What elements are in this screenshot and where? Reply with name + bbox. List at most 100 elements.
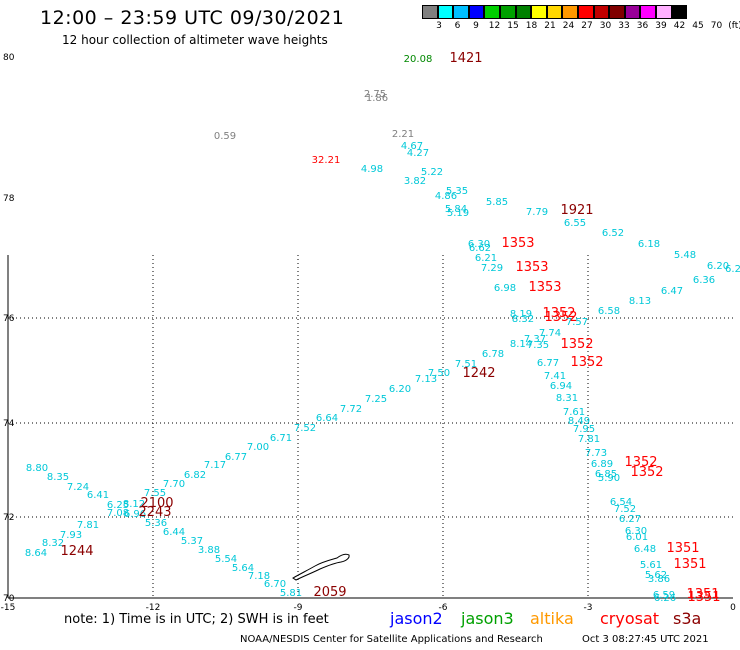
scale-swatch (640, 5, 656, 19)
scale-swatch (515, 5, 532, 19)
scale-swatch (437, 5, 454, 19)
observation-label: 6.18 (638, 239, 660, 250)
observation-label: 7.81 (77, 520, 99, 531)
observation-label: 7.37 (524, 334, 546, 345)
observation-label: 4.27 (407, 148, 429, 159)
observation-label: 1352 (544, 310, 577, 325)
observation-label: 6.52 (602, 228, 624, 239)
scale-swatch (468, 5, 485, 19)
observation-label: 5.54 (215, 554, 237, 565)
observation-label: 6.98 (494, 283, 516, 294)
observation-label: 7.17 (204, 460, 226, 471)
observation-label: 5.90 (598, 473, 620, 484)
observation-label: 6.55 (564, 218, 586, 229)
observation-label: 7.72 (340, 404, 362, 415)
wave-observations: 20.08 1421 2.751.86 0.59 2.214.674.27 32.21 4.… (25, 51, 740, 605)
observation-label: 1353 (501, 236, 534, 251)
observation-label: 7.00 (247, 442, 269, 453)
scale-swatch (546, 5, 563, 19)
scale-label: 70 (710, 21, 723, 31)
scale-swatch (531, 5, 547, 19)
observation-label: 7.13 (415, 374, 437, 385)
observation-label: 6.89 (591, 459, 613, 470)
observation-label: 7.08 (107, 508, 129, 519)
observation-label: 1351 (666, 541, 699, 556)
observation-label: 6.96 (124, 509, 146, 520)
observation-label: 0.59 (214, 131, 236, 142)
observation-label: 7.81 (578, 434, 600, 445)
observation-label: 7.29 (481, 263, 503, 274)
scale-swatch (453, 5, 469, 19)
lon-label: -6 (439, 603, 448, 613)
scale-swatch (577, 5, 594, 19)
scale-label: 9 (473, 21, 479, 31)
observation-label: 7.25 (365, 394, 387, 405)
observation-label: 5.37 (181, 536, 203, 547)
scale-label: 3 (436, 21, 442, 31)
observation-label: 6.71 (270, 433, 292, 444)
scale-swatch (609, 5, 625, 19)
scale-label: 45 (692, 21, 704, 31)
observation-label: 6.77 (537, 358, 559, 369)
observation-label: 8.64 (25, 548, 47, 559)
observation-label: 8.31 (556, 393, 578, 404)
observation-label: 6.59 (653, 590, 675, 601)
observation-label: 6.2 (725, 264, 740, 275)
observation-label: 6.20 (707, 261, 729, 272)
observation-label: 1352 (570, 355, 603, 370)
scale-swatch (484, 5, 500, 19)
lat-label: 74 (3, 419, 15, 429)
observation-label: 2100 (140, 496, 173, 511)
observation-label: 3.88 (198, 545, 220, 556)
legend-jason2: jason2 (390, 609, 443, 628)
observation-label: 2.21 (392, 129, 414, 140)
scale-swatch (593, 5, 610, 19)
scale-label: 36 (636, 21, 649, 31)
observation-label: 8.35 (47, 472, 69, 483)
observation-label: 5.35 (446, 186, 468, 197)
observation-label: 20.08 (404, 54, 433, 65)
observation-label: 3.86 (648, 574, 670, 585)
scale-label: 27 (581, 21, 593, 31)
observation-label: 6.26 (654, 593, 676, 604)
legend-cryosat: cryosat (600, 609, 660, 628)
observation-label: 7.95 (573, 424, 595, 435)
axis-labels: -15 -12 -9 -6 -3 0 80 78 76 74 72 70 (1, 53, 736, 613)
observation-label: 5.62 (645, 570, 667, 581)
scale-label: 33 (618, 21, 630, 31)
scale-label: 24 (562, 21, 575, 31)
observation-label: 8.32 (42, 538, 64, 549)
observation-label: 6.44 (163, 527, 185, 538)
generation-timestamp: Oct 3 08:27:45 UTC 2021 (582, 634, 709, 645)
observation-label: 6.70 (264, 579, 286, 590)
observation-label: 1244 (60, 544, 93, 559)
observation-label: 8.13 (629, 296, 651, 307)
observation-label: 1421 (449, 51, 482, 66)
observation-label: 7.74 (539, 328, 561, 339)
observation-label: 1352 (560, 337, 593, 352)
scale-label: 18 (525, 21, 538, 31)
footer-note: note: 1) Time is in UTC; 2) SWH is in fe… (64, 612, 329, 627)
observation-label: 8.19 (510, 309, 532, 320)
observation-label: 5.48 (674, 250, 696, 261)
scale-label: 12 (488, 21, 501, 31)
legend-altika: altika (530, 609, 574, 628)
credit-text: NOAA/NESDIS Center for Satellite Applica… (240, 634, 543, 645)
page-subtitle: 12 hour collection of altimeter wave hei… (62, 33, 328, 47)
observation-label: 1351 (686, 587, 719, 602)
observation-label: 4.86 (435, 191, 457, 202)
observation-label: 8.49 (568, 416, 590, 427)
observation-label: 7.73 (585, 448, 607, 459)
scale-swatch (655, 5, 672, 19)
lon-label: -9 (294, 603, 303, 613)
observation-label: 6.01 (626, 532, 648, 543)
observation-label: 7.57 (566, 317, 588, 328)
observation-label: 5.81 (280, 588, 302, 599)
observation-label: 2243 (138, 505, 171, 520)
observation-label: 3.82 (404, 176, 426, 187)
observation-label: 6.48 (634, 544, 656, 555)
observation-label: 6.64 (316, 413, 338, 424)
observation-label: 6.58 (598, 306, 620, 317)
observation-label: 5.22 (421, 167, 443, 178)
observation-label: 7.61 (563, 407, 585, 418)
